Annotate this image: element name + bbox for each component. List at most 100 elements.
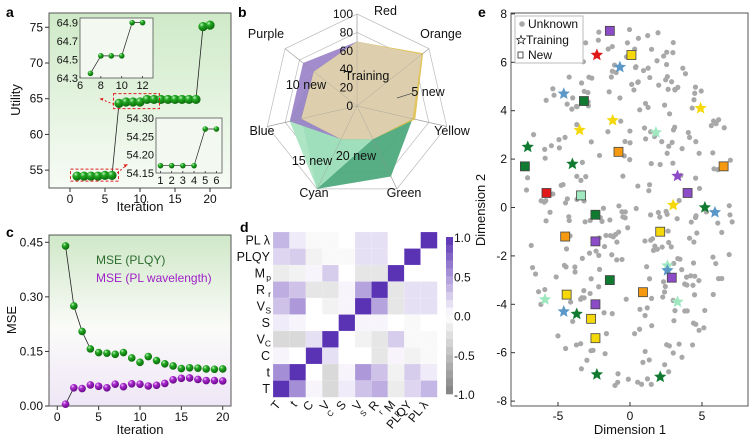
utility-point xyxy=(198,21,208,32)
unknown-point xyxy=(654,246,660,252)
heatmap-cells xyxy=(272,231,438,398)
unknown-point xyxy=(579,159,585,165)
heatmap-cell xyxy=(387,380,405,398)
colorbar-segment xyxy=(446,291,453,301)
inset-y-tick-label: 64.7 xyxy=(57,36,78,48)
training-star xyxy=(671,295,684,308)
unknown-point xyxy=(710,254,716,260)
heatmap-row-label: V xyxy=(257,332,266,346)
heatmap-cell xyxy=(272,363,290,382)
unknown-point xyxy=(710,150,716,156)
new-square xyxy=(590,209,601,220)
new-square xyxy=(590,333,601,344)
new-square xyxy=(613,146,624,157)
mse-plqy-point xyxy=(161,359,169,368)
new-square xyxy=(576,190,586,201)
unknown-point xyxy=(550,191,556,197)
unknown-point xyxy=(627,128,633,134)
unknown-point xyxy=(646,357,652,363)
mse-wavelength-point xyxy=(152,381,161,390)
unknown-point xyxy=(721,125,727,131)
heatmap-row-label-sub: r xyxy=(268,289,271,299)
x-axis-label-c: Iteration xyxy=(117,422,164,437)
unknown-point xyxy=(647,212,654,218)
unknown-point xyxy=(715,220,721,226)
colorbar-tick-label: -0.5 xyxy=(454,349,475,363)
heatmap-row-label-sub: S xyxy=(265,305,271,315)
unknown-point xyxy=(692,90,698,96)
unknown-point xyxy=(625,376,631,382)
x-tick-label-a: 15 xyxy=(168,192,182,206)
new-square xyxy=(604,25,615,36)
colorbar-segment xyxy=(446,252,453,261)
utility-point xyxy=(191,94,201,105)
heatmap-cell xyxy=(289,314,307,332)
unknown-point xyxy=(688,273,694,279)
heatmap-cell xyxy=(387,297,405,316)
heatmap-cell xyxy=(354,231,372,250)
y-tick-label-a: 55 xyxy=(30,163,44,177)
unknown-point xyxy=(663,208,669,215)
heatmap-cell xyxy=(371,363,389,382)
heatmap-cell xyxy=(420,231,438,250)
new-square xyxy=(626,50,637,60)
unknown-point xyxy=(607,217,613,223)
unknown-point xyxy=(574,121,580,128)
unknown-point xyxy=(581,288,587,294)
new-square xyxy=(682,188,693,198)
colorbar-segment xyxy=(446,268,453,277)
unknown-point xyxy=(573,342,580,348)
legend-unknown-marker xyxy=(519,21,525,27)
utility-point xyxy=(114,98,124,108)
unknown-point xyxy=(710,118,717,124)
unknown-point xyxy=(664,49,670,55)
radar-annotation: Training xyxy=(345,69,390,83)
legend-training-marker xyxy=(515,34,527,45)
inset-frame xyxy=(79,17,154,79)
panel-letter-c: c xyxy=(6,224,14,240)
colorbar-segment xyxy=(446,354,453,363)
unknown-point xyxy=(698,88,704,94)
training-points xyxy=(521,48,722,383)
unknown-point xyxy=(547,209,553,215)
unknown-point xyxy=(574,173,580,179)
unknown-point xyxy=(691,239,697,245)
unknown-point xyxy=(713,260,719,267)
colorbar-segment xyxy=(446,237,453,246)
colorbar-segment xyxy=(446,339,453,348)
panel-c-axes: 0 5 10 15 20 0.00 0.15 0.30 0.45 xyxy=(20,235,230,424)
heatmap-cell xyxy=(387,281,405,299)
heatmap-cell xyxy=(403,314,422,332)
new-square xyxy=(718,161,729,172)
unknown-point xyxy=(692,175,699,181)
heatmap-row-label: V xyxy=(257,299,266,313)
unknown-point xyxy=(684,282,690,288)
y-tick-label-e: 6 xyxy=(500,55,507,69)
mse-plqy-point xyxy=(194,364,202,372)
colorbar-tick-label: 1.0 xyxy=(454,231,471,245)
unknown-point xyxy=(635,35,642,41)
colorbar-segment xyxy=(446,362,453,371)
unknown-point xyxy=(528,242,534,249)
unknown-point xyxy=(570,95,576,101)
x-tick-label-e: 0 xyxy=(627,409,634,423)
unknown-point xyxy=(556,145,562,151)
unknown-point xyxy=(679,354,685,360)
unknown-point xyxy=(670,160,676,166)
heatmap-cell xyxy=(403,281,422,299)
heatmap-cell xyxy=(289,347,307,365)
unknown-point xyxy=(578,341,584,347)
unknown-point xyxy=(606,89,612,95)
unknown-point xyxy=(627,157,633,163)
inset-x-tick-label: 2 xyxy=(169,175,175,187)
utility-point xyxy=(177,94,187,105)
unknown-point xyxy=(637,306,643,312)
heatmap-cell xyxy=(403,330,422,349)
unknown-point xyxy=(616,229,622,235)
unknown-point xyxy=(572,269,578,275)
mse-wavelength-point xyxy=(144,382,153,390)
unknown-point xyxy=(532,271,539,277)
unknown-point xyxy=(542,286,548,293)
unknown-point xyxy=(647,74,653,81)
